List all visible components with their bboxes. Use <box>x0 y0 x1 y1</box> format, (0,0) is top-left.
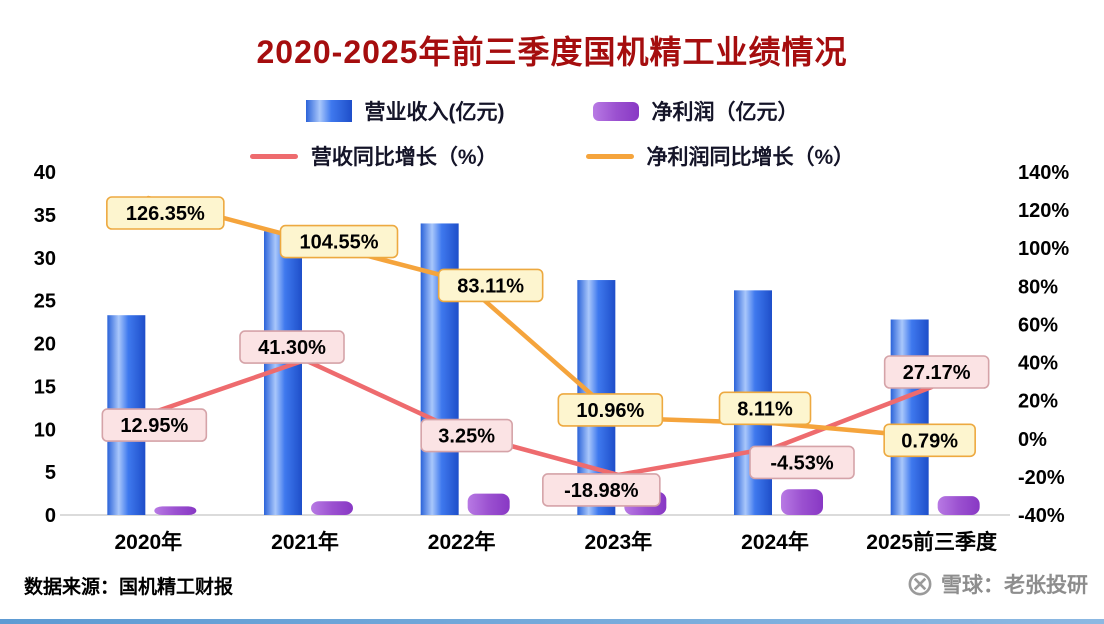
right-axis-tick: 140% <box>1018 162 1069 184</box>
bar-profit-2021年 <box>311 501 353 515</box>
right-axis-tick: 20% <box>1018 391 1058 413</box>
chart-legend: 营业收入(亿元) 净利润（亿元） 营收同比增长（%） 净利润同比增长（%） <box>0 96 1104 186</box>
revenue-growth-box-5 <box>883 355 990 389</box>
right-axis-tick: 60% <box>1018 314 1058 336</box>
left-axis-tick: 25 <box>34 291 56 313</box>
bar-revenue-2022年 <box>420 223 459 515</box>
legend-row-lines: 营收同比增长（%） 净利润同比增长（%） <box>0 141 1104 171</box>
legend-label-revenue-growth: 营收同比增长（%） <box>310 146 498 169</box>
revenue-growth-box-2 <box>420 418 513 453</box>
profit-growth-box-5 <box>883 423 976 458</box>
profit-growth-line <box>146 195 934 440</box>
left-axis-tick: 0 <box>45 505 56 527</box>
legend-label-profit: 净利润（亿元） <box>651 101 799 124</box>
left-axis-tick: 20 <box>34 334 56 356</box>
legend-item-revenue: 营业收入(亿元) <box>305 96 505 126</box>
left-axis-tick: 5 <box>45 462 56 484</box>
right-axis-tick: -20% <box>1018 467 1065 489</box>
left-axis-tick: 35 <box>34 205 56 227</box>
chart-title: 2020-2025年前三季度国机精工业绩情况 <box>256 34 848 70</box>
x-axis-label-2024年: 2024年 <box>741 530 809 554</box>
revenue-bar-swatch-icon <box>305 100 352 122</box>
right-axis-tick: 120% <box>1018 200 1069 222</box>
right-axis-tick: -40% <box>1018 505 1065 527</box>
xueqiu-logo-icon <box>908 572 932 596</box>
x-axis-label-2020年: 2020年 <box>114 530 182 554</box>
profit-growth-box-3 <box>557 393 664 427</box>
profit-growth-label-4: 8.11% <box>737 398 793 420</box>
profit-growth-box-2 <box>437 268 544 303</box>
left-axis-tick: 10 <box>34 419 56 441</box>
bar-profit-2020年 <box>154 506 197 515</box>
profit-growth-label-1: 104.55% <box>300 232 379 254</box>
profit-growth-label-0: 126.35% <box>126 203 205 225</box>
right-axis-tick: 80% <box>1018 276 1058 298</box>
profit-growth-box-1 <box>279 224 399 259</box>
bar-revenue-2025前三季度 <box>890 319 929 515</box>
profit-growth-label-2: 83.11% <box>457 275 524 297</box>
x-axis-label-2021年: 2021年 <box>271 530 339 554</box>
right-axis-tick: 40% <box>1018 353 1058 375</box>
x-axis-label-2025前三季度: 2025前三季度 <box>866 530 997 554</box>
revenue-growth-box-4 <box>749 445 855 480</box>
revenue-growth-box-3 <box>542 473 661 507</box>
revenue-growth-label-3: -18.98% <box>564 480 639 502</box>
revenue-growth-label-1: 41.30% <box>258 337 326 359</box>
bar-profit-2024年 <box>781 489 823 515</box>
left-axis-tick: 30 <box>34 248 56 270</box>
revenue-growth-line <box>146 357 934 478</box>
bar-profit-2022年 <box>467 493 510 515</box>
legend-label-profit-growth: 净利润同比增长（%） <box>646 146 855 169</box>
legend-label-revenue: 营业收入(亿元) <box>364 101 505 124</box>
revenue-growth-line-swatch-icon <box>249 153 298 159</box>
right-axis-tick: 0% <box>1018 429 1047 451</box>
right-axis-tick: 100% <box>1018 238 1069 260</box>
revenue-growth-label-5: 27.17% <box>903 362 971 384</box>
profit-growth-box-0 <box>106 196 225 230</box>
legend-item-profit-growth: 净利润同比增长（%） <box>585 141 855 171</box>
profit-growth-label-5: 0.79% <box>901 430 958 452</box>
revenue-growth-box-0 <box>101 408 208 442</box>
watermark: 雪球：老张投研 <box>907 569 1088 599</box>
legend-row-bars: 营业收入(亿元) 净利润（亿元） <box>0 96 1104 126</box>
x-axis-label-2022年: 2022年 <box>428 530 496 554</box>
left-axis-tick: 40 <box>34 162 56 184</box>
bottom-accent-bar <box>0 619 1104 624</box>
left-axis-tick: 15 <box>34 376 56 398</box>
profit-bar-swatch-icon <box>592 101 639 121</box>
revenue-growth-box-1 <box>239 330 345 364</box>
watermark-text: 雪球：老张投研 <box>941 574 1088 597</box>
legend-item-revenue-growth: 营收同比增长（%） <box>249 141 498 171</box>
revenue-growth-label-2: 3.25% <box>438 426 495 448</box>
profit-growth-box-4 <box>718 391 812 426</box>
revenue-growth-label-0: 12.95% <box>120 415 188 437</box>
bar-profit-2025前三季度 <box>937 496 980 515</box>
x-axis-label-2023年: 2023年 <box>584 530 652 554</box>
legend-item-profit: 净利润（亿元） <box>592 96 799 126</box>
data-source-note: 数据来源：国机精工财报 <box>24 577 234 598</box>
revenue-growth-label-4: -4.53% <box>770 452 834 474</box>
profit-growth-line-swatch-icon <box>585 153 634 159</box>
profit-growth-label-3: 10.96% <box>576 400 644 422</box>
